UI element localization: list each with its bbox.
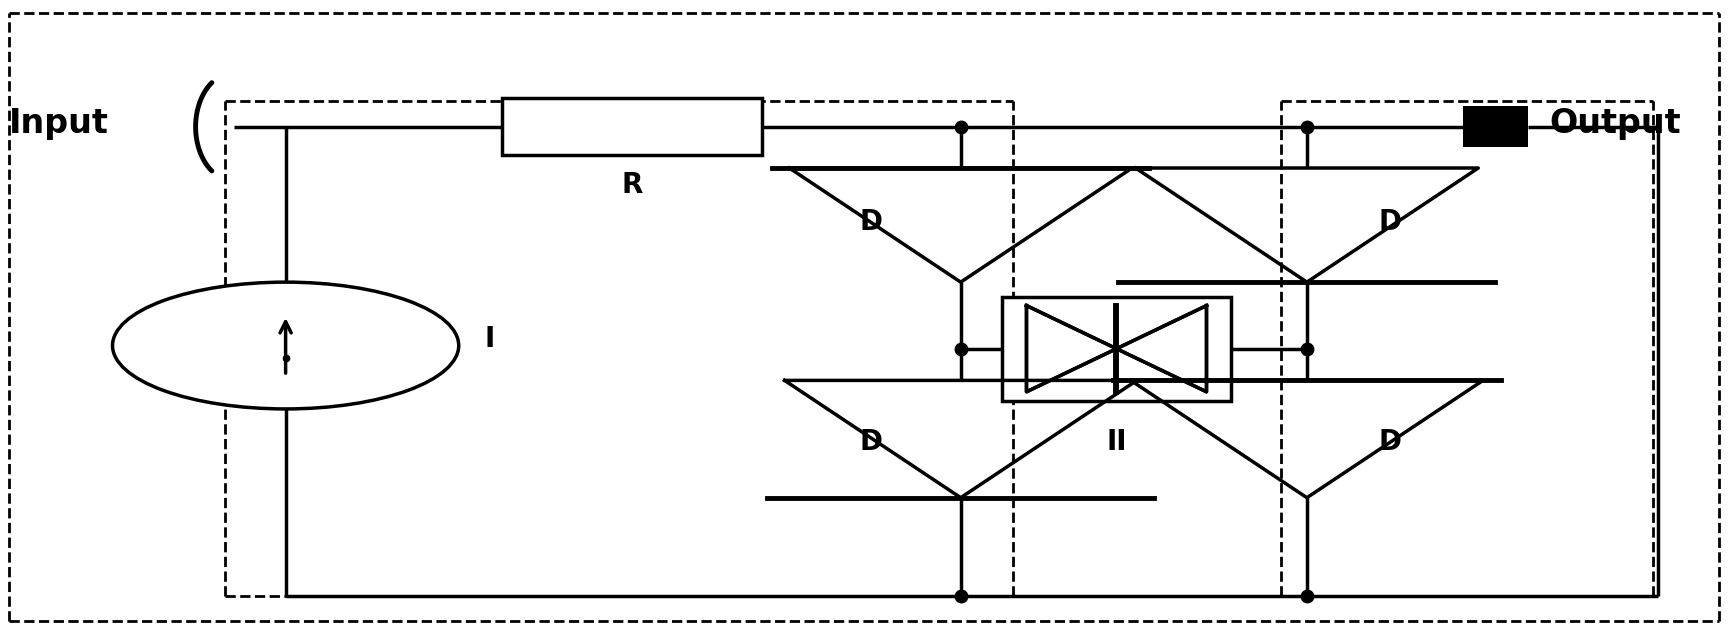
Text: D: D	[1377, 428, 1401, 456]
Text: II: II	[1105, 428, 1126, 456]
Bar	[1462, 107, 1528, 147]
Text: D: D	[858, 428, 882, 456]
Text: Input: Input	[9, 107, 109, 140]
Text: D: D	[858, 208, 882, 236]
Text: Output: Output	[1548, 107, 1680, 140]
Bar	[1002, 297, 1230, 401]
Text: R: R	[621, 171, 642, 199]
Bar	[502, 98, 761, 155]
Text: I: I	[484, 325, 495, 353]
Text: D: D	[1377, 208, 1401, 236]
Circle shape	[112, 282, 458, 409]
